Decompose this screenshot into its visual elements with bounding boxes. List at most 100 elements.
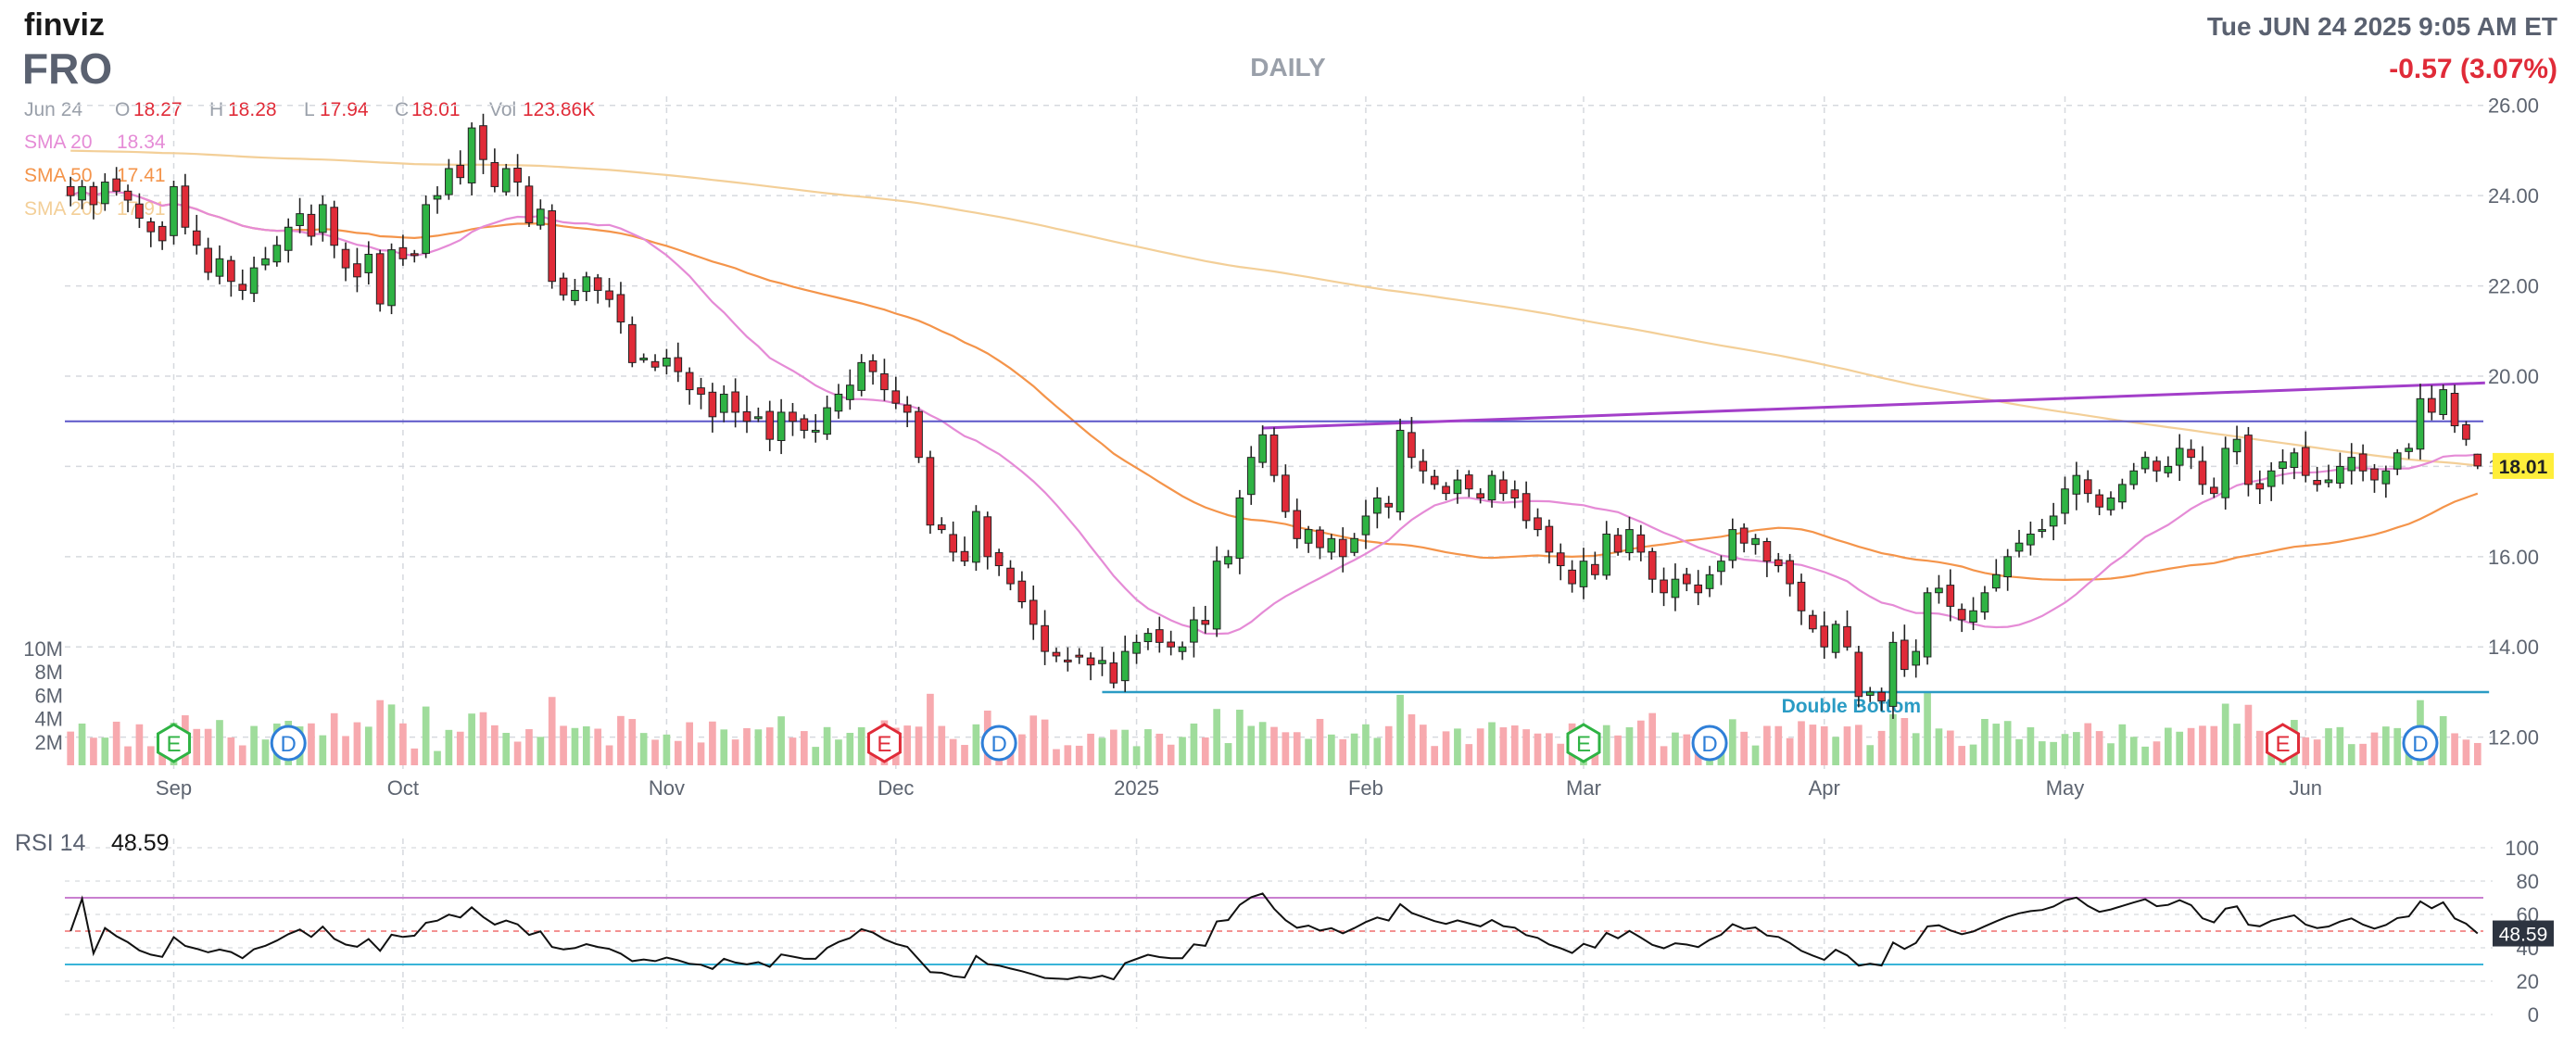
candle[interactable] (1831, 620, 1840, 659)
candle[interactable] (834, 384, 843, 419)
candle[interactable] (1029, 585, 1038, 640)
candle[interactable] (1980, 586, 1989, 620)
candle[interactable] (78, 180, 86, 209)
candle[interactable] (639, 353, 649, 363)
candle[interactable] (2381, 465, 2391, 498)
candle[interactable] (1430, 469, 1439, 490)
candle[interactable] (1900, 624, 1909, 677)
candle[interactable] (1464, 470, 1473, 498)
candle[interactable] (2140, 451, 2150, 473)
candle[interactable] (880, 359, 889, 401)
candle[interactable] (1865, 687, 1875, 702)
candle[interactable] (765, 400, 775, 451)
candle[interactable] (2279, 449, 2287, 485)
candle[interactable] (582, 271, 591, 302)
candle[interactable] (960, 536, 969, 567)
candle[interactable] (1786, 553, 1794, 597)
candle[interactable] (1705, 565, 1714, 598)
candle[interactable] (1442, 482, 1450, 501)
candle[interactable] (811, 414, 820, 443)
candle[interactable] (272, 235, 282, 267)
candle[interactable] (2061, 476, 2069, 524)
candle[interactable] (227, 256, 235, 297)
candle[interactable] (1809, 610, 1817, 633)
candle[interactable] (1613, 527, 1623, 556)
dividend-marker[interactable]: D (2402, 725, 2439, 762)
candle[interactable] (2118, 478, 2127, 510)
candle[interactable] (2290, 447, 2299, 480)
candle[interactable] (559, 272, 568, 301)
candle[interactable] (1476, 487, 1484, 504)
candle[interactable] (1293, 498, 1302, 548)
candle[interactable] (1797, 573, 1806, 625)
candle[interactable] (398, 234, 408, 266)
candle[interactable] (1877, 687, 1886, 712)
candle[interactable] (2209, 477, 2218, 498)
candle[interactable] (777, 398, 786, 455)
candle[interactable] (2267, 461, 2276, 501)
candle[interactable] (1522, 481, 1531, 529)
candle[interactable] (387, 243, 396, 315)
dividend-marker[interactable]: D (270, 725, 307, 762)
candle[interactable] (2232, 425, 2241, 465)
candle[interactable] (1843, 610, 1851, 651)
candle[interactable] (479, 113, 487, 174)
candle[interactable] (1957, 603, 1966, 633)
candle[interactable] (445, 158, 453, 200)
candle[interactable] (467, 122, 476, 196)
candle[interactable] (1246, 446, 1256, 505)
candle[interactable] (1682, 567, 1691, 592)
candle[interactable] (2072, 461, 2081, 510)
candle[interactable] (261, 246, 270, 271)
candle[interactable] (1327, 534, 1336, 561)
candle[interactable] (2038, 519, 2047, 538)
candle[interactable] (1946, 569, 1955, 622)
candle[interactable] (537, 199, 545, 230)
candle[interactable] (994, 548, 1004, 576)
candle[interactable] (422, 195, 430, 258)
candle[interactable] (1269, 427, 1279, 483)
candle[interactable] (1372, 486, 1382, 529)
candle[interactable] (1167, 630, 1176, 656)
candle[interactable] (1510, 480, 1520, 509)
candle[interactable] (2003, 548, 2012, 591)
candle[interactable] (170, 180, 178, 245)
candle[interactable] (135, 193, 144, 229)
candle[interactable] (1212, 546, 1221, 637)
candle[interactable] (674, 342, 683, 383)
candle[interactable] (731, 378, 739, 428)
candle[interactable] (1751, 534, 1760, 555)
candle[interactable] (891, 376, 901, 410)
candle[interactable] (1579, 548, 1588, 599)
candle[interactable] (697, 377, 705, 410)
candle[interactable] (112, 167, 120, 196)
candle[interactable] (456, 150, 465, 185)
candle[interactable] (330, 200, 339, 258)
candle[interactable] (1075, 648, 1084, 664)
candle[interactable] (983, 511, 992, 570)
candle[interactable] (1935, 574, 1943, 604)
candle[interactable] (1534, 508, 1542, 536)
candle[interactable] (1556, 543, 1565, 581)
candle[interactable] (915, 407, 923, 463)
candle[interactable] (1098, 647, 1106, 676)
candle[interactable] (513, 154, 522, 196)
candle[interactable] (2175, 434, 2184, 482)
candle[interactable] (2095, 489, 2103, 516)
candle[interactable] (1625, 516, 1634, 561)
candle[interactable] (627, 316, 637, 368)
candle[interactable] (2244, 426, 2253, 497)
candle[interactable] (2393, 448, 2402, 475)
candle[interactable] (571, 279, 579, 306)
candle[interactable] (719, 384, 728, 422)
candle[interactable] (1854, 646, 1863, 708)
candle[interactable] (341, 242, 350, 282)
candle[interactable] (2014, 529, 2024, 558)
candle[interactable] (949, 521, 957, 562)
candle[interactable] (1671, 563, 1680, 611)
candle[interactable] (1052, 648, 1061, 662)
candle[interactable] (1912, 639, 1921, 678)
candle[interactable] (433, 186, 442, 214)
candle[interactable] (1017, 571, 1027, 609)
candle[interactable] (1120, 636, 1130, 692)
